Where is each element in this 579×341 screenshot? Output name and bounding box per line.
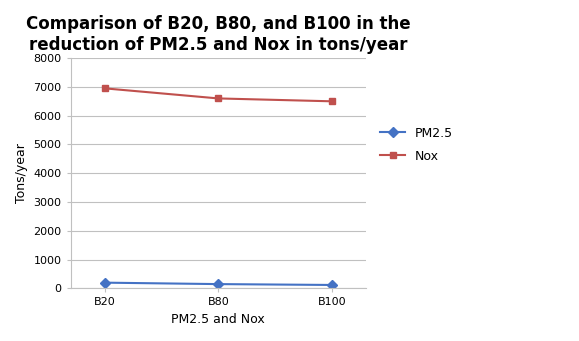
Nox [328,99,335,103]
Legend: PM2.5, Nox: PM2.5, Nox [375,122,458,168]
Title: Comparison of B20, B80, and B100 in the
reduction of PM2.5 and Nox in tons/year: Comparison of B20, B80, and B100 in the … [26,15,411,54]
Nox [215,97,222,101]
Y-axis label: Tons/year: Tons/year [15,143,28,203]
PM2.5 [101,281,108,285]
X-axis label: PM2.5 and Nox: PM2.5 and Nox [171,313,265,326]
PM2.5 [328,283,335,287]
Nox [101,86,108,90]
PM2.5 [215,282,222,286]
Line: Nox: Nox [101,85,335,105]
Line: PM2.5: PM2.5 [101,279,335,288]
